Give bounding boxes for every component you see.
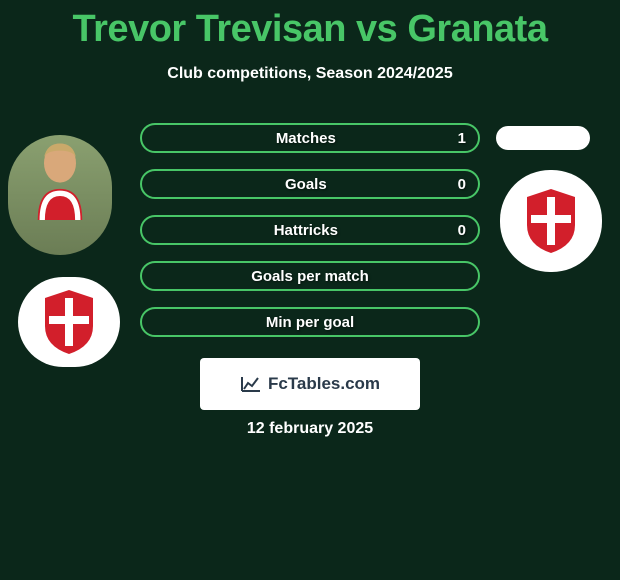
- shield-icon: [41, 288, 97, 356]
- stat-bars: Matches 1 Goals 0 Hattricks 0 Goals per …: [140, 123, 480, 353]
- page-title: Trevor Trevisan vs Granata: [0, 0, 620, 51]
- brand-box[interactable]: FcTables.com: [200, 358, 420, 410]
- stat-right-value: 0: [458, 222, 466, 239]
- stat-label: Goals per match: [251, 268, 369, 285]
- stat-row: Goals per match: [140, 261, 480, 291]
- stat-label: Hattricks: [274, 222, 338, 239]
- shield-icon: [523, 187, 579, 255]
- player-avatar-left: [8, 135, 112, 255]
- stat-row: Goals 0: [140, 169, 480, 199]
- stat-label: Matches: [276, 130, 336, 147]
- stat-right-value: 1: [458, 130, 466, 147]
- player-avatar-right: [496, 126, 590, 150]
- chart-icon: [240, 375, 262, 393]
- stat-row: Hattricks 0: [140, 215, 480, 245]
- stat-label: Min per goal: [266, 314, 354, 331]
- brand-text: FcTables.com: [268, 374, 380, 394]
- club-crest-right: [500, 170, 602, 272]
- player-silhouette-icon: [25, 140, 95, 220]
- stat-right-value: 0: [458, 176, 466, 193]
- stat-row: Min per goal: [140, 307, 480, 337]
- footer-date: 12 february 2025: [0, 420, 620, 438]
- stat-label: Goals: [285, 176, 327, 193]
- stat-row: Matches 1: [140, 123, 480, 153]
- page-subtitle: Club competitions, Season 2024/2025: [0, 65, 620, 83]
- club-crest-left: [18, 277, 120, 367]
